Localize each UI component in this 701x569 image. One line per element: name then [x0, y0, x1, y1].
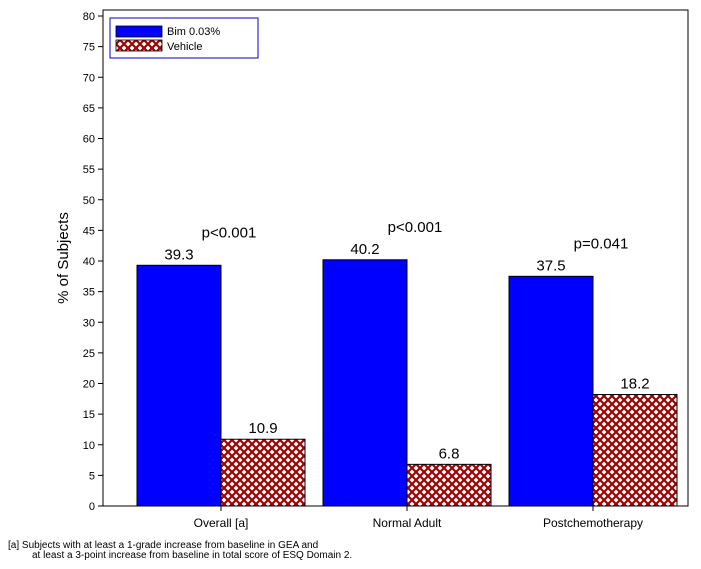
footnote-line-1: [a] Subjects with at least a 1-grade inc… [8, 540, 319, 551]
p-value-annotation: p=0.041 [574, 235, 629, 252]
legend-label-bim: Bim 0.03% [167, 26, 220, 38]
bar-vehicle-1 [406, 463, 492, 507]
x-category-label: Normal Adult [373, 516, 442, 530]
bar-value-label: 18.2 [620, 376, 649, 393]
legend: Bim 0.03% Vehicle [109, 17, 259, 59]
y-tick-label: 30 [83, 317, 95, 329]
bar-value-label: 6.8 [439, 445, 460, 462]
legend-swatch-vehicle [115, 39, 163, 52]
bar-value-label: 10.9 [248, 420, 277, 437]
y-tick-label: 45 [83, 225, 95, 237]
bars-group [136, 259, 678, 507]
bar-value-label: 39.3 [164, 246, 193, 263]
y-tick-label: 0 [89, 501, 95, 513]
y-tick-label: 80 [83, 11, 95, 23]
y-axis-label: % of Subjects [55, 212, 72, 304]
bar-bim-2 [508, 275, 594, 507]
y-tick-label: 40 [83, 256, 95, 268]
y-tick-label: 65 [83, 103, 95, 115]
y-tick-label: 55 [83, 164, 95, 176]
y-tick-label: 35 [83, 287, 95, 299]
legend-label-vehicle: Vehicle [167, 41, 202, 53]
y-tick-label: 5 [89, 470, 95, 482]
bar-bim-0 [136, 264, 222, 507]
p-value-annotation: p<0.001 [202, 224, 257, 241]
bar-bim-1 [322, 259, 408, 507]
x-category-label: Postchemotherapy [543, 516, 643, 530]
x-category-label: Overall [a] [194, 516, 249, 530]
bar-value-label: 40.2 [350, 241, 379, 258]
footnote-line-2: at least a 3-point increase from baselin… [32, 550, 353, 561]
y-tick-label: 25 [83, 348, 95, 360]
y-tick-label: 75 [83, 42, 95, 54]
value-labels-group: 39.3 10.9 Overall [a] p<0.001 40.2 6.8 Normal … [164, 219, 649, 530]
footnote: [a] Subjects with at least a 1-grade inc… [8, 541, 688, 561]
bar-value-label: 37.5 [536, 257, 565, 274]
bar-vehicle-2 [592, 394, 678, 507]
y-tick-label: 15 [83, 409, 95, 421]
y-tick-label: 50 [83, 195, 95, 207]
y-tick-label: 70 [83, 72, 95, 84]
legend-swatch-bim [115, 25, 163, 38]
p-value-annotation: p<0.001 [388, 219, 443, 236]
bar-vehicle-0 [220, 438, 306, 507]
y-tick-label: 20 [83, 379, 95, 391]
y-axis: 0 5 10 15 20 25 30 35 40 45 50 55 60 65 70 75 80 [83, 11, 103, 513]
y-tick-label: 10 [83, 440, 95, 452]
y-tick-label: 60 [83, 134, 95, 146]
